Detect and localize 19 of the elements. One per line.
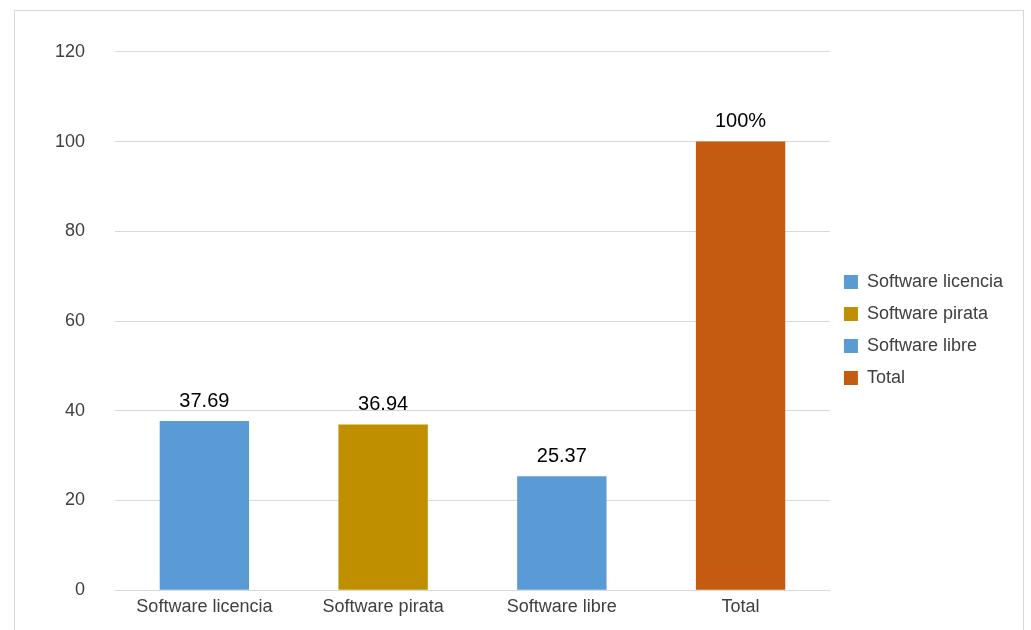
legend-label: Software licencia: [866, 270, 1004, 291]
data-label: 25.37: [536, 443, 587, 466]
y-tick-label: 120: [54, 40, 86, 61]
y-tick-label: 100: [54, 130, 86, 151]
x-tick-label: Software libre: [506, 595, 617, 616]
y-tick-label: 60: [65, 309, 86, 330]
y-tick-label: 20: [65, 489, 86, 510]
x-tick-label: Software licencia: [136, 595, 274, 616]
data-label: 37.69: [179, 388, 230, 411]
y-tick-label: 80: [65, 220, 86, 241]
legend-label: Total: [866, 366, 905, 387]
data-label: 36.94: [358, 391, 409, 414]
y-tick-label: 0: [75, 579, 86, 600]
legend-label: Software pirata: [866, 302, 989, 323]
y-tick-label: 40: [65, 399, 86, 420]
legend-label: Software libre: [866, 334, 977, 355]
x-tick-label: Software pirata: [322, 595, 445, 616]
x-tick-label: Total: [721, 595, 760, 616]
data-label: 100%: [715, 109, 767, 132]
